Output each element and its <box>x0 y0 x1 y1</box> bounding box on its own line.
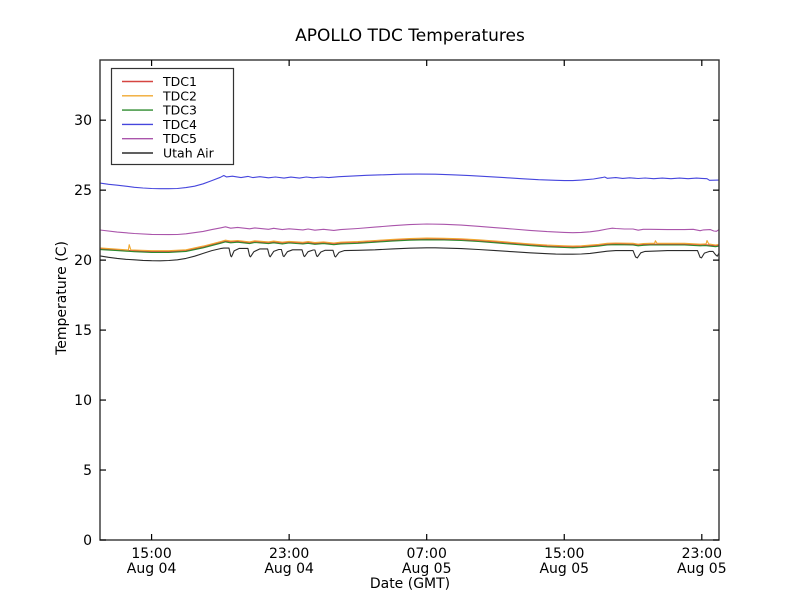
series-line-tdc5 <box>99 223 720 236</box>
y-tick-label: 25 <box>74 183 92 199</box>
legend-entry-label: TDC4 <box>162 117 197 132</box>
series-line-tdc4 <box>99 173 720 190</box>
x-tick-label-date: Aug 04 <box>264 561 314 577</box>
y-tick-label: 20 <box>74 253 92 269</box>
series-line-tdc1 <box>99 238 720 253</box>
x-tick-label-time: 23:00 <box>269 546 309 562</box>
x-tick-label-date: Aug 05 <box>677 561 727 577</box>
y-tick-label: 0 <box>83 533 92 549</box>
series-line-tdc2 <box>99 237 720 252</box>
y-tick-label: 10 <box>74 393 92 409</box>
x-tick-label-time: 15:00 <box>544 546 584 562</box>
x-axis-label: Date (GMT) <box>369 576 451 592</box>
legend-entry-label: TDC3 <box>162 103 197 118</box>
x-tick-label-date: Aug 04 <box>127 561 177 577</box>
x-tick-label-date: Aug 05 <box>402 561 452 577</box>
legend-entry-label: TDC5 <box>162 131 197 146</box>
y-axis-label: Temperature (C) <box>54 241 70 355</box>
x-tick-label-time: 15:00 <box>131 546 171 562</box>
x-tick-label-time: 23:00 <box>682 546 722 562</box>
chart-title: APOLLO TDC Temperatures <box>295 26 525 46</box>
plot-area-border <box>99 59 720 541</box>
legend-entry-label: Utah Air <box>163 146 215 161</box>
y-tick-label: 15 <box>74 323 92 339</box>
legend-entry-label: TDC1 <box>162 74 197 89</box>
legend-entry-label: TDC2 <box>162 88 197 103</box>
x-tick-label-date: Aug 05 <box>539 561 589 577</box>
y-tick-label: 5 <box>83 463 92 479</box>
y-tick-label: 30 <box>74 113 92 129</box>
series-line-tdc3 <box>99 239 720 253</box>
legend-box <box>110 67 235 166</box>
series-line-utah-air <box>99 247 720 262</box>
x-tick-label-time: 07:00 <box>407 546 447 562</box>
